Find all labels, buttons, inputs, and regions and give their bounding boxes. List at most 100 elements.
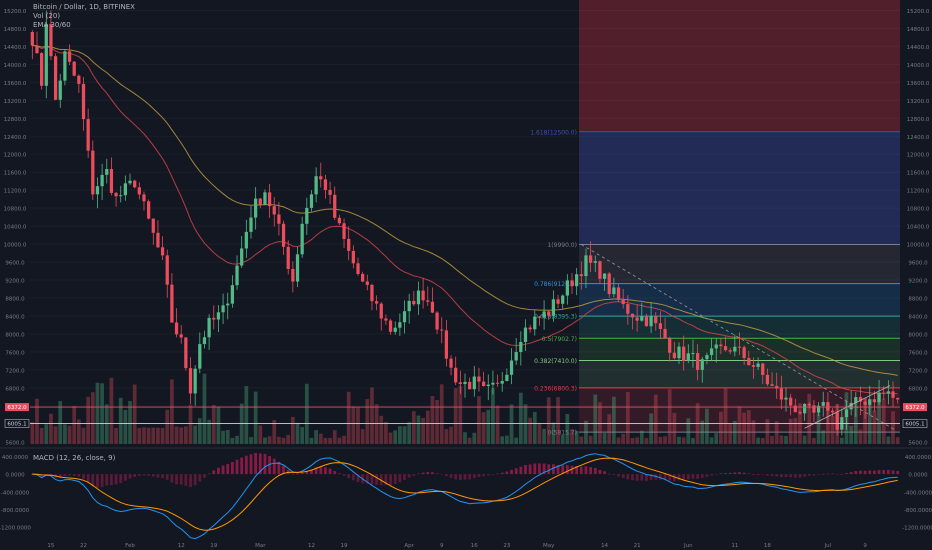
candle[interactable] bbox=[123, 175, 128, 201]
candle[interactable] bbox=[170, 273, 174, 323]
candle[interactable] bbox=[72, 60, 76, 77]
candle[interactable] bbox=[160, 236, 165, 260]
candle[interactable] bbox=[379, 302, 383, 331]
candle[interactable] bbox=[40, 51, 44, 90]
candle[interactable] bbox=[300, 216, 304, 258]
candle[interactable] bbox=[393, 321, 397, 335]
candle[interactable] bbox=[835, 404, 839, 436]
candle[interactable] bbox=[481, 371, 486, 387]
candle[interactable] bbox=[114, 191, 118, 207]
candle[interactable] bbox=[756, 357, 760, 370]
candle[interactable] bbox=[193, 365, 197, 406]
candle[interactable] bbox=[328, 181, 332, 204]
candle[interactable] bbox=[519, 331, 523, 366]
macd-pane[interactable] bbox=[0, 447, 932, 540]
candle[interactable] bbox=[565, 274, 569, 305]
candle[interactable] bbox=[240, 236, 244, 268]
candle[interactable] bbox=[663, 317, 667, 339]
candle[interactable] bbox=[658, 311, 663, 340]
candle[interactable] bbox=[542, 300, 546, 330]
candle[interactable] bbox=[514, 337, 518, 365]
candle[interactable] bbox=[91, 140, 95, 200]
candle[interactable] bbox=[249, 205, 253, 239]
candle[interactable] bbox=[761, 362, 765, 385]
candle[interactable] bbox=[896, 397, 900, 404]
candle[interactable] bbox=[849, 390, 853, 416]
candle[interactable] bbox=[598, 260, 602, 283]
candle[interactable] bbox=[137, 182, 141, 200]
candle[interactable] bbox=[142, 191, 146, 211]
candle[interactable] bbox=[733, 334, 737, 357]
candle[interactable] bbox=[291, 261, 295, 293]
candle[interactable] bbox=[267, 184, 272, 218]
candle[interactable] bbox=[230, 275, 235, 308]
ema-indicator-label[interactable]: EMA 30/60 bbox=[33, 21, 71, 29]
candle[interactable] bbox=[463, 373, 467, 398]
candle[interactable] bbox=[677, 342, 681, 365]
candle[interactable] bbox=[305, 197, 309, 235]
candle[interactable] bbox=[323, 174, 328, 199]
candle[interactable] bbox=[626, 295, 630, 325]
candle[interactable] bbox=[430, 287, 435, 314]
candle[interactable] bbox=[719, 338, 723, 355]
candle[interactable] bbox=[844, 401, 849, 430]
candle[interactable] bbox=[100, 163, 104, 201]
candle[interactable] bbox=[561, 294, 565, 310]
candle[interactable] bbox=[500, 371, 504, 392]
candle[interactable] bbox=[109, 157, 114, 196]
candle[interactable] bbox=[509, 348, 514, 385]
candle[interactable] bbox=[584, 248, 588, 289]
candle[interactable] bbox=[728, 347, 732, 355]
candle[interactable] bbox=[351, 245, 355, 269]
candle[interactable] bbox=[877, 379, 881, 405]
candle[interactable] bbox=[449, 355, 453, 376]
candle[interactable] bbox=[202, 330, 207, 349]
candle[interactable] bbox=[593, 255, 597, 272]
candle[interactable] bbox=[556, 294, 560, 308]
candle[interactable] bbox=[602, 273, 607, 291]
candle[interactable] bbox=[458, 370, 462, 394]
candle[interactable] bbox=[281, 220, 286, 255]
candle[interactable] bbox=[691, 339, 695, 368]
candle[interactable] bbox=[812, 400, 816, 423]
candle[interactable] bbox=[537, 315, 542, 326]
candle[interactable] bbox=[644, 313, 649, 327]
candle[interactable] bbox=[309, 190, 314, 212]
candle[interactable] bbox=[95, 177, 100, 209]
candle[interactable] bbox=[802, 403, 807, 421]
candle[interactable] bbox=[723, 336, 728, 352]
candle[interactable] bbox=[640, 302, 644, 322]
candle[interactable] bbox=[156, 220, 160, 248]
candle[interactable] bbox=[49, 10, 53, 61]
candle[interactable] bbox=[212, 305, 216, 330]
candle[interactable] bbox=[319, 162, 323, 188]
candle[interactable] bbox=[295, 246, 300, 288]
candle[interactable] bbox=[579, 261, 583, 290]
candle[interactable] bbox=[477, 367, 481, 392]
candle[interactable] bbox=[695, 344, 700, 381]
candle[interactable] bbox=[398, 313, 402, 337]
candle[interactable] bbox=[547, 310, 551, 321]
candle[interactable] bbox=[165, 249, 169, 298]
candle[interactable] bbox=[882, 385, 886, 400]
candle[interactable] bbox=[407, 293, 411, 324]
candle[interactable] bbox=[86, 108, 90, 158]
candle[interactable] bbox=[668, 336, 672, 362]
candle[interactable] bbox=[374, 295, 379, 311]
candle[interactable] bbox=[81, 77, 86, 131]
macd-indicator-label[interactable]: MACD (12, 26, close, 9) bbox=[33, 454, 116, 462]
candle[interactable] bbox=[495, 374, 500, 387]
candle[interactable] bbox=[468, 377, 472, 390]
candle[interactable] bbox=[789, 393, 793, 416]
candle[interactable] bbox=[347, 226, 351, 261]
candle[interactable] bbox=[365, 274, 369, 291]
candle[interactable] bbox=[551, 290, 556, 322]
candle[interactable] bbox=[709, 338, 714, 362]
candle[interactable] bbox=[44, 10, 48, 99]
candle[interactable] bbox=[119, 185, 123, 203]
candle[interactable] bbox=[184, 336, 188, 371]
candle[interactable] bbox=[440, 317, 444, 344]
candle[interactable] bbox=[533, 310, 537, 336]
candle[interactable] bbox=[133, 179, 137, 189]
